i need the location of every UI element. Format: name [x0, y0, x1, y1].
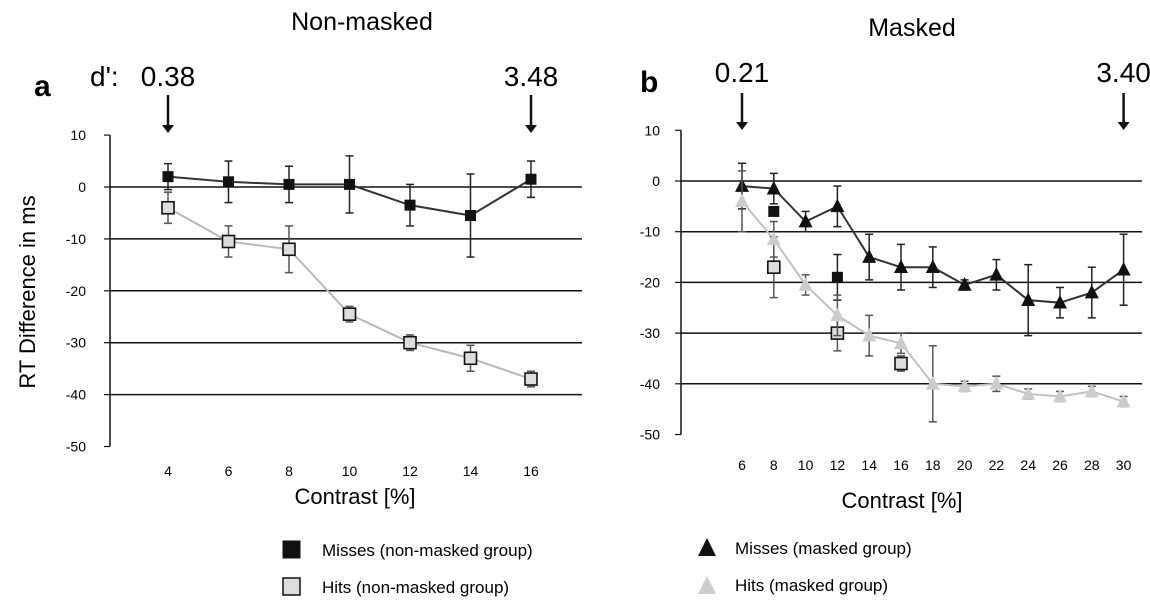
panel-a-x-tick-label: 8: [285, 463, 293, 479]
panel-b-dprime-value: 0.21: [715, 57, 770, 88]
panel-a-title: Non-masked: [291, 8, 433, 36]
panel-a-series-sq-0-point: [224, 177, 234, 187]
panel-b-x-tick-label: 30: [1116, 457, 1132, 473]
panel-b-series-tri-2-point: [1021, 292, 1035, 306]
panel-b-dprime-arrowhead: [736, 122, 748, 130]
legend-label-hits-masked: Hits (masked group): [735, 576, 888, 595]
panel-b-series-sq-1-point: [768, 261, 780, 273]
panel-a-x-tick-label: 12: [402, 463, 418, 479]
panel-b-x-tick-label: 18: [925, 457, 941, 473]
legend-marker-hits-non-masked: [283, 578, 300, 595]
panel-b-dprime-arrowhead: [1118, 122, 1130, 130]
panel-b-y-tick-label: 0: [652, 173, 660, 189]
panel-b-series-tri-3-point: [735, 194, 749, 208]
panel-b-plot: 10 0 -10 -20 -30 -40 -50 6 8 10 12 14 16 18 20 22 24 26 28…: [640, 57, 1150, 473]
panel-b-x-tick-label: 24: [1020, 457, 1036, 473]
panel-a-dprime-arrowhead: [162, 125, 174, 133]
panel-b-x-tick-label: 26: [1052, 457, 1068, 473]
panel-b-series-tri-3-point: [862, 328, 876, 342]
panel-a-series-sq-1-point: [283, 243, 295, 255]
panel-b-x-tick-label: 14: [861, 457, 877, 473]
panel-a-series-sq-1-point: [465, 352, 477, 364]
panel-b-y-tick-label: -20: [640, 274, 660, 290]
legend-marker-misses-non-masked: [283, 541, 300, 558]
panel-b-series-tri-2-point: [989, 267, 1003, 281]
panel-a-series-sq-0-point: [405, 200, 415, 210]
panel-a-series-sq-1-point: [162, 202, 174, 214]
panel-b-series-tri-3-point: [989, 376, 1003, 390]
panel-a-series-sq-0-point: [163, 172, 173, 182]
panel-b-series-sq-0-point: [832, 272, 842, 282]
panel-a-series-sq-0-point: [284, 179, 294, 189]
panel-a-series-sq-0-point: [526, 174, 536, 184]
legend-marker-misses-masked: [698, 538, 716, 556]
panel-b-series-tri-3-point: [1085, 384, 1099, 398]
panel-a-x-axis-label: Contrast [%]: [294, 484, 415, 509]
legend: Misses (non-masked group) Hits (non-mask…: [283, 538, 912, 597]
panel-a-letter: a: [34, 70, 51, 103]
panel-a-y-tick-label: -30: [66, 335, 86, 351]
panel-a-y-tick-label: 0: [78, 179, 86, 195]
panel-b-y-tick-label: -40: [640, 376, 660, 392]
panel-b-x-tick-label: 22: [989, 457, 1005, 473]
legend-label-misses-non-masked: Misses (non-masked group): [322, 541, 533, 560]
panel-b-letter: b: [640, 66, 658, 99]
panel-b-series-tri-2-point: [1085, 285, 1099, 299]
panel-a-y-tick-label: -10: [66, 231, 86, 247]
panel-a-y-axis-label: RT Difference in ms: [15, 195, 40, 388]
legend-label-misses-masked: Misses (masked group): [735, 539, 912, 558]
panel-b-series-tri-2-point: [830, 199, 844, 213]
panel-a-x-tick-label: 16: [523, 463, 539, 479]
panel-b-x-tick-label: 16: [893, 457, 909, 473]
panel-a-x-tick-label: 4: [164, 463, 172, 479]
panel-b-y-tick-label: -50: [640, 427, 660, 443]
panel-b-x-tick-label: 8: [770, 457, 778, 473]
panel-b-x-axis-label: Contrast [%]: [841, 488, 962, 513]
panel-b-x-tick-label: 20: [957, 457, 973, 473]
panel-b-y-tick-label: -10: [640, 224, 660, 240]
panel-a-y-tick-label: -50: [66, 439, 86, 455]
panel-b-title: Masked: [868, 14, 956, 42]
panel-a-series-sq-1-point: [525, 373, 537, 385]
panel-a-dprime-arrowhead: [525, 125, 537, 133]
panel-b-x-tick-label: 12: [830, 457, 846, 473]
panel-a-y-tick-label: -20: [66, 283, 86, 299]
panel-b-y-tick-label: -30: [640, 325, 660, 341]
panel-b-series-tri-2-point: [862, 249, 876, 263]
panel-a-series-sq-1-point: [344, 308, 356, 320]
panel-a-series-sq-1-point: [404, 337, 416, 349]
panel-b-y-tick-label: 10: [644, 122, 660, 138]
panel-a-series-sq-1-point: [223, 235, 235, 247]
panel-a-y-tick-label: -40: [66, 387, 86, 403]
panel-b-series-sq-1-point: [895, 358, 907, 370]
panel-b-x-tick-label: 28: [1084, 457, 1100, 473]
panel-a-dprime-value: 3.48: [504, 61, 559, 92]
panel-b-x-tick-label: 6: [738, 457, 746, 473]
panel-a-dprime-value: 0.38: [141, 61, 196, 92]
panel-a-series-sq-0-point: [466, 211, 476, 221]
dprime-label: d':: [90, 61, 119, 92]
panel-a-y-tick-label: 10: [70, 127, 86, 143]
panel-b-series-sq-0-point: [769, 206, 779, 216]
panel-b-x-tick-label: 10: [798, 457, 814, 473]
panel-b-dprime-value: 3.40: [1096, 57, 1150, 88]
legend-marker-hits-masked: [698, 576, 716, 594]
panel-a-plot: 10 0 -10 -20 -30 -40 -50 4 6 8 10 12 14 16 0.38 3.48: [66, 61, 582, 479]
panel-a-x-tick-label: 14: [463, 463, 479, 479]
panel-b-series-tri-2-point: [1117, 262, 1131, 276]
legend-label-hits-non-masked: Hits (non-masked group): [322, 578, 509, 597]
panel-a-x-tick-label: 6: [225, 463, 233, 479]
panel-a-x-tick-label: 10: [342, 463, 358, 479]
panel-a-series-sq-0-point: [345, 179, 355, 189]
